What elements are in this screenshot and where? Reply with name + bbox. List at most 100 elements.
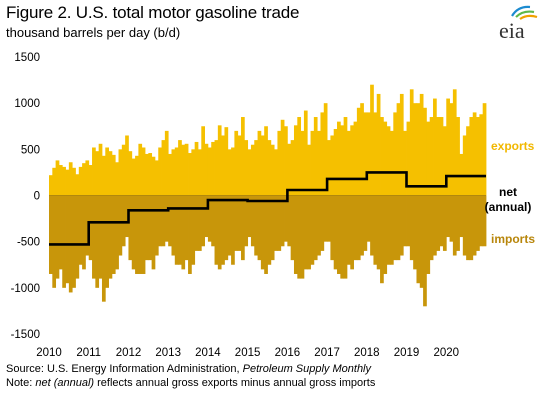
import-bar	[323, 195, 328, 242]
import-bar	[148, 195, 153, 261]
import-bar	[128, 195, 133, 261]
import-bar	[310, 195, 315, 265]
import-bar	[297, 195, 302, 279]
import-bar	[343, 195, 348, 279]
import-bar	[337, 195, 341, 274]
import-bar	[65, 195, 70, 284]
export-bar	[55, 160, 60, 196]
export-bar	[101, 155, 106, 196]
export-bar	[327, 140, 331, 196]
export-bar	[472, 112, 477, 196]
import-bar	[442, 195, 447, 251]
import-bar	[145, 195, 149, 261]
export-bar	[423, 107, 427, 196]
x-tick-label: 2019	[394, 347, 420, 359]
import-bar	[406, 195, 411, 247]
export-bar	[293, 125, 298, 196]
export-bar	[65, 169, 70, 196]
import-bar	[118, 195, 123, 256]
import-bar	[439, 195, 444, 247]
import-bar	[366, 195, 371, 242]
export-bar	[317, 130, 321, 196]
export-bar	[270, 144, 275, 196]
import-bar	[55, 195, 60, 279]
import-bar	[313, 195, 318, 261]
export-bar	[241, 117, 245, 196]
import-bar	[135, 195, 139, 274]
import-bar	[380, 195, 384, 284]
import-bar	[214, 195, 219, 265]
export-bar	[290, 140, 295, 196]
import-bar	[168, 195, 172, 247]
export-bar	[194, 141, 199, 196]
y-tick-label: 0	[34, 191, 40, 203]
imports-label: imports	[491, 232, 535, 246]
import-bar	[389, 195, 394, 265]
import-bar	[95, 195, 100, 288]
import-bar	[158, 195, 162, 247]
export-bar	[128, 151, 133, 196]
import-bar	[260, 195, 265, 270]
import-bar	[363, 195, 368, 251]
import-bar	[178, 195, 182, 265]
import-bar	[383, 195, 388, 274]
import-bar	[115, 195, 119, 270]
import-bar	[264, 195, 268, 274]
exports-bars	[49, 84, 487, 196]
export-bar	[307, 144, 311, 196]
export-bar	[221, 135, 225, 196]
import-bar	[221, 195, 225, 265]
export-bar	[108, 151, 113, 196]
import-bar	[257, 195, 262, 261]
net-label-line2: (annual)	[485, 200, 532, 214]
import-bar	[333, 195, 338, 270]
import-bar	[476, 195, 480, 251]
net-label-line1: net	[499, 185, 517, 199]
y-tick-label: -500	[17, 237, 40, 249]
import-bar	[449, 195, 454, 242]
export-bar	[92, 147, 96, 196]
y-tick-label: -1000	[11, 283, 40, 295]
x-tick-label: 2013	[155, 347, 181, 359]
export-bar	[148, 153, 153, 196]
import-bar	[92, 195, 96, 279]
export-bar	[250, 144, 255, 196]
export-bar	[300, 130, 305, 196]
exports-label: exports	[491, 139, 535, 153]
export-bar	[429, 117, 434, 196]
y-tick-label: 500	[21, 144, 40, 156]
import-bar	[340, 195, 345, 279]
import-bar	[327, 195, 331, 242]
export-bar	[479, 114, 484, 196]
import-bar	[138, 195, 143, 274]
export-bar	[260, 135, 265, 196]
note-line: Note: net (annual) reflects annual gross…	[6, 377, 375, 389]
import-bar	[287, 195, 292, 247]
export-bar	[154, 160, 159, 196]
x-tick-label: 2011	[76, 347, 101, 359]
export-bar	[121, 144, 126, 196]
import-bar	[49, 195, 53, 274]
source-note: Source: U.S. Energy Information Administ…	[6, 363, 371, 375]
export-bar	[111, 154, 116, 196]
export-bar	[456, 117, 460, 196]
export-bar	[118, 149, 123, 196]
note-suffix: reflects annual gross exports minus annu…	[94, 377, 376, 389]
export-bar	[406, 121, 411, 196]
export-bar	[62, 166, 66, 196]
export-bar	[399, 93, 404, 196]
import-bar	[277, 195, 282, 251]
export-bar	[370, 84, 374, 196]
export-bar	[68, 162, 73, 196]
import-bar	[482, 195, 487, 247]
x-tick-label: 2014	[195, 347, 221, 359]
export-bar	[211, 141, 215, 196]
import-bar	[88, 195, 93, 261]
export-bar	[383, 121, 388, 196]
export-bar	[98, 143, 103, 196]
import-bar	[462, 195, 467, 256]
x-tick-label: 2010	[36, 347, 62, 359]
import-bar	[370, 195, 374, 256]
export-bar	[237, 135, 242, 196]
import-bar	[423, 195, 427, 307]
